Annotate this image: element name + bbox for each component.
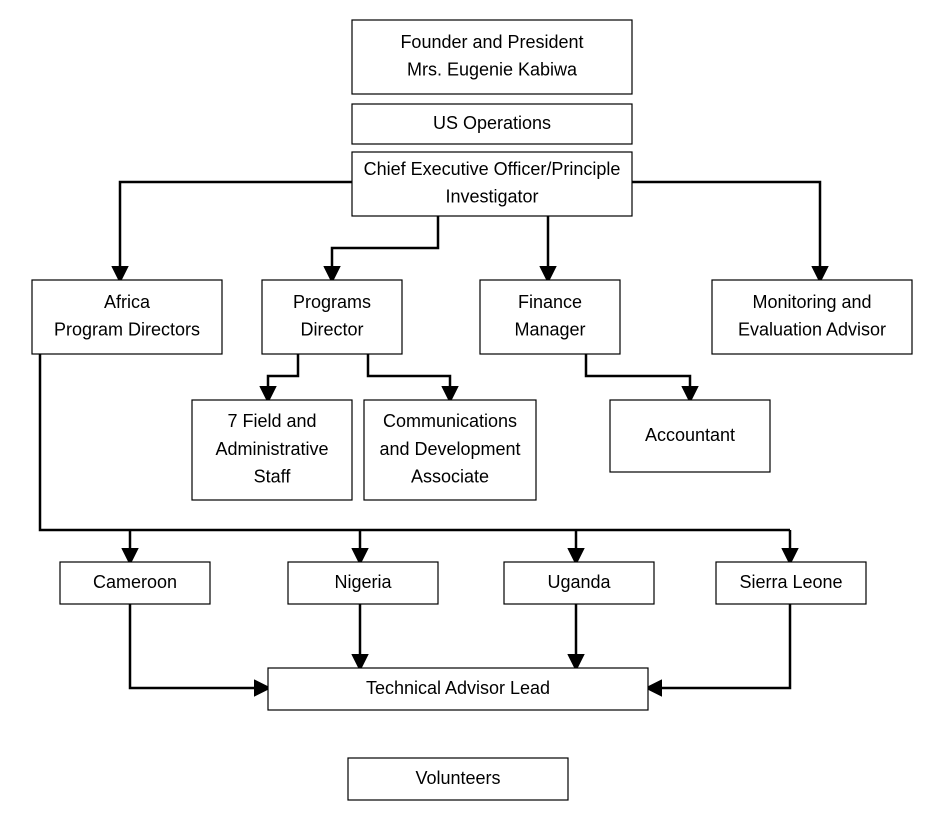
node-label-africa-line0: Africa xyxy=(104,292,151,312)
node-nigeria: Nigeria xyxy=(288,562,438,604)
node-label-comms-line0: Communications xyxy=(383,411,517,431)
node-label-sierra-line0: Sierra Leone xyxy=(739,572,842,592)
node-label-mande-line0: Monitoring and xyxy=(752,292,871,312)
node-label-comms-line2: Associate xyxy=(411,467,489,487)
node-label-finance-line0: Finance xyxy=(518,292,582,312)
edge-programs-field xyxy=(268,354,298,400)
edge-sl-tal xyxy=(648,604,790,688)
edge-finance-acct xyxy=(586,354,690,400)
node-vol: Volunteers xyxy=(348,758,568,800)
node-label-programs-line0: Programs xyxy=(293,292,371,312)
node-ceo: Chief Executive Officer/Principle Investi… xyxy=(352,152,632,216)
node-label-ceo-line1: Investigator xyxy=(445,187,538,207)
node-label-ceo-line0: Chief Executive Officer/Principle xyxy=(364,159,621,179)
node-usops: US Operations xyxy=(352,104,632,144)
node-comms: Communications and Development Associate xyxy=(364,400,536,500)
edge-ceo-mande xyxy=(632,182,820,280)
nodes-layer: Founder and President Mrs. Eugenie Kabiwa… xyxy=(32,20,912,800)
node-label-nigeria-line0: Nigeria xyxy=(334,572,392,592)
node-africa: Africa Program Directors xyxy=(32,280,222,354)
node-acct: Accountant xyxy=(610,400,770,472)
node-label-africa-line1: Program Directors xyxy=(54,320,200,340)
node-label-vol-line0: Volunteers xyxy=(415,768,500,788)
org-chart: Founder and President Mrs. Eugenie Kabiwa… xyxy=(0,0,939,815)
node-label-comms-line1: and Development xyxy=(379,439,520,459)
node-cameroon: Cameroon xyxy=(60,562,210,604)
node-field: 7 Field and Administrative Staff xyxy=(192,400,352,500)
node-label-mande-line1: Evaluation Advisor xyxy=(738,320,886,340)
edge-cam-tal xyxy=(130,604,268,688)
node-label-field-line1: Administrative xyxy=(215,439,328,459)
node-label-programs-line1: Director xyxy=(300,320,363,340)
node-label-founder-line1: Mrs. Eugenie Kabiwa xyxy=(407,60,578,80)
node-label-uganda-line0: Uganda xyxy=(547,572,611,592)
edge-ceo-programs xyxy=(332,216,438,280)
edge-ceo-africa xyxy=(120,182,352,280)
node-sierra: Sierra Leone xyxy=(716,562,866,604)
node-label-tal-line0: Technical Advisor Lead xyxy=(366,678,550,698)
node-uganda: Uganda xyxy=(504,562,654,604)
node-label-acct-line0: Accountant xyxy=(645,425,735,445)
node-tal: Technical Advisor Lead xyxy=(268,668,648,710)
node-founder: Founder and President Mrs. Eugenie Kabiwa xyxy=(352,20,632,94)
node-label-field-line2: Staff xyxy=(254,467,292,487)
node-label-field-line0: 7 Field and xyxy=(227,411,316,431)
node-label-founder-line0: Founder and President xyxy=(400,32,583,52)
node-finance: Finance Manager xyxy=(480,280,620,354)
node-label-usops-line0: US Operations xyxy=(433,113,551,133)
node-label-finance-line1: Manager xyxy=(514,320,585,340)
node-label-cameroon-line0: Cameroon xyxy=(93,572,177,592)
node-programs: Programs Director xyxy=(262,280,402,354)
edge-programs-comms xyxy=(368,354,450,400)
node-mande: Monitoring and Evaluation Advisor xyxy=(712,280,912,354)
